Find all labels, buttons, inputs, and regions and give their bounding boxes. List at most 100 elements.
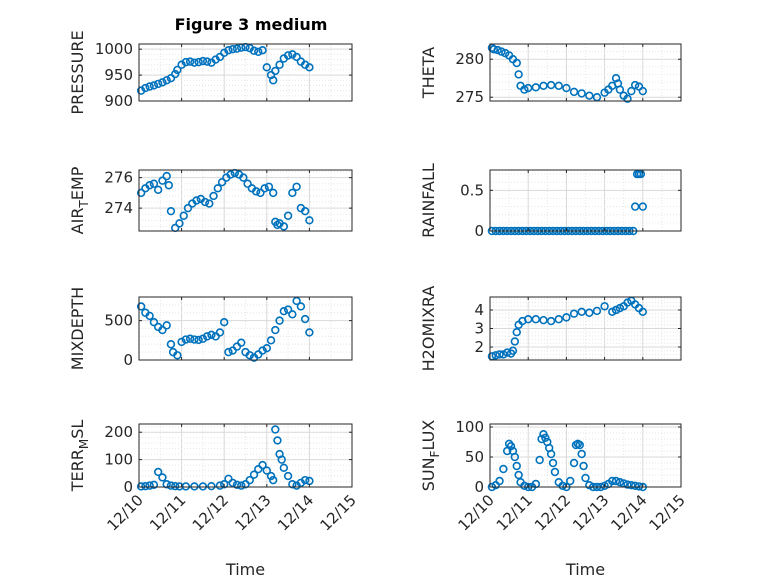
data-point: [202, 57, 212, 66]
data-point: [162, 321, 171, 330]
data-point: [251, 187, 261, 196]
x-tick-label: 12/13: [231, 491, 274, 534]
data-point: [258, 46, 267, 55]
subplot-theta: 275 280 THETA: [419, 43, 682, 106]
data-point: [268, 188, 278, 198]
data-point: [283, 305, 293, 314]
data-point: [256, 188, 265, 198]
y-axis-label: PRESSURE: [68, 30, 87, 114]
data-point: [577, 89, 586, 98]
data-point: [158, 78, 167, 87]
data-point: [585, 308, 594, 317]
data-point: [514, 470, 523, 480]
data-point: [153, 79, 163, 89]
data-point: [638, 86, 647, 96]
data-point: [288, 480, 297, 489]
data-point: [239, 173, 248, 182]
data-point: [283, 51, 293, 60]
data-point: [288, 310, 297, 319]
axes-frame: [489, 43, 682, 102]
data-point: [145, 82, 154, 91]
data-point: [181, 335, 191, 344]
data-point: [611, 476, 621, 486]
x-tick-label: 12/15: [646, 491, 689, 534]
data-point: [300, 314, 310, 324]
data-point: [224, 46, 233, 55]
data-point: [539, 315, 548, 325]
data-point: [495, 476, 504, 486]
data-point: [300, 475, 310, 485]
data-point: [136, 482, 146, 491]
axes-frame: [138, 296, 353, 361]
data-point: [177, 337, 186, 347]
data-point: [630, 202, 640, 211]
figure-title: Figure 3 medium: [175, 15, 328, 34]
data-point: [512, 461, 521, 471]
subplot-rainfall: 0 0.5 RAINFALL: [419, 163, 682, 240]
data-point: [611, 73, 621, 83]
data-point: [213, 184, 223, 193]
data-point: [523, 83, 533, 93]
data-point: [569, 458, 579, 468]
data-point: [220, 318, 229, 327]
data-point: [531, 315, 541, 324]
y-axis-label: RAINFALL: [419, 163, 438, 238]
data-point: [190, 482, 199, 491]
data-point: [237, 481, 246, 490]
data-point: [512, 328, 521, 337]
data-point: [232, 44, 242, 53]
data-point: [499, 464, 508, 474]
y-tick-label: 0: [123, 351, 133, 369]
data-point: [162, 480, 171, 489]
subplot-h2omixra: 234 H2OMIXRA: [419, 286, 682, 371]
data-point: [305, 328, 314, 337]
data-point: [296, 302, 306, 311]
data-point: [166, 206, 176, 216]
y-tick-label: 0: [123, 478, 133, 496]
data-point: [190, 58, 199, 67]
data-point: [181, 57, 191, 67]
data-point: [506, 442, 516, 451]
data-point: [531, 83, 541, 92]
y-tick-label: 0.5: [460, 181, 484, 199]
axes-frame: [138, 43, 353, 102]
data-point: [512, 58, 521, 68]
data-point: [262, 343, 271, 353]
data-point: [268, 475, 278, 485]
y-tick-label: 100: [104, 451, 133, 469]
y-tick-label: 0: [474, 478, 484, 496]
y-tick-label: 275: [455, 88, 484, 106]
data-point: [217, 178, 227, 187]
data-point: [275, 316, 284, 325]
data-point: [292, 296, 301, 306]
y-tick-label: 100: [455, 418, 484, 436]
subplot-mixdepth: 0 500 MIXDEPTH: [68, 287, 353, 370]
data-point: [198, 334, 208, 343]
y-tick-label: 3: [474, 320, 484, 338]
data-point: [579, 461, 588, 471]
data-point: [627, 481, 636, 490]
data-point: [623, 480, 632, 489]
data-point: [581, 473, 590, 483]
data-point: [194, 57, 203, 67]
data-point: [566, 476, 575, 486]
subplot-terr_msl: 0 100 200 12/10 12/11 12/12 12/13 12/14 12/15 Tim…: [68, 420, 360, 579]
data-point: [548, 458, 558, 468]
data-point: [183, 203, 193, 213]
data-point: [495, 350, 504, 359]
data-point: [136, 302, 146, 311]
data-point: [192, 196, 201, 205]
data-point: [268, 76, 278, 85]
data-point: [215, 52, 225, 62]
data-point: [158, 325, 167, 335]
data-point: [260, 184, 269, 193]
data-point: [510, 337, 520, 346]
data-point: [245, 351, 254, 360]
x-axis-label: Time: [565, 560, 605, 579]
x-tick-label: 12/11: [146, 491, 189, 534]
data-point: [510, 452, 520, 462]
data-point: [497, 47, 506, 56]
subplot-pressure: 900 950 1000 PRESSURE: [68, 30, 353, 115]
